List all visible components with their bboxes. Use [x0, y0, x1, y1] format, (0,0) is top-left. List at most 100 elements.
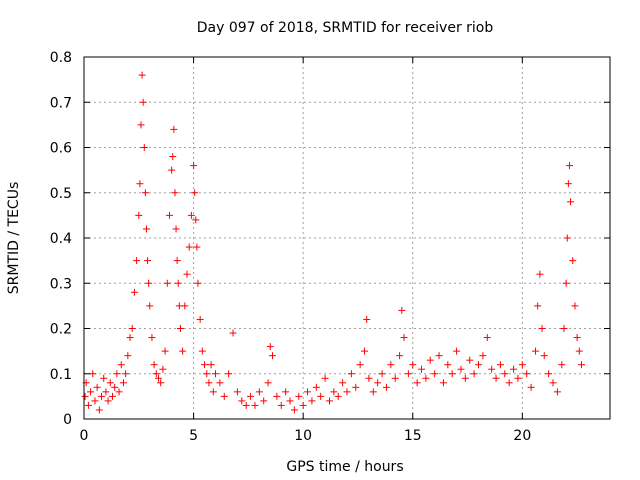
data-point [369, 388, 377, 396]
data-point [396, 352, 404, 360]
data-point [466, 356, 474, 364]
data-point [578, 361, 586, 369]
data-point [139, 98, 147, 106]
data-point [100, 374, 108, 382]
data-point [448, 370, 456, 378]
data-point [168, 166, 176, 174]
data-point [277, 401, 285, 409]
x-tick-label: 5 [189, 428, 198, 444]
data-point [133, 257, 141, 265]
data-point [106, 379, 114, 387]
data-point [439, 379, 447, 387]
data-point [347, 370, 355, 378]
data-point [161, 347, 169, 355]
data-point [501, 370, 509, 378]
data-point [148, 334, 156, 342]
data-point [89, 370, 97, 378]
data-point [111, 383, 119, 391]
data-point [216, 379, 224, 387]
data-point [334, 392, 342, 400]
data-point [183, 270, 191, 278]
y-tick-label: 0.5 [50, 186, 72, 202]
data-point [194, 279, 202, 287]
data-point [152, 370, 160, 378]
data-point [193, 243, 201, 251]
data-point [569, 257, 577, 265]
data-point [141, 189, 149, 197]
data-point [138, 71, 146, 79]
data-point [453, 347, 461, 355]
data-point [398, 306, 406, 314]
chart-title: Day 097 of 2018, SRMTID for receiver rio… [197, 20, 494, 36]
data-point [144, 257, 152, 265]
data-point [286, 397, 294, 405]
data-point [290, 406, 298, 414]
data-point [95, 406, 103, 414]
data-point [531, 347, 539, 355]
data-point [273, 392, 281, 400]
data-point [400, 334, 408, 342]
data-point [150, 361, 158, 369]
data-point [174, 279, 182, 287]
data-point [461, 374, 469, 382]
data-point [233, 388, 241, 396]
data-point [122, 370, 130, 378]
data-point [165, 211, 173, 219]
y-tick-label: 0 [63, 412, 72, 428]
data-point [575, 347, 583, 355]
data-point [426, 356, 434, 364]
data-point [209, 388, 217, 396]
x-tick-label: 20 [513, 428, 531, 444]
data-point [255, 388, 263, 396]
data-point [282, 388, 290, 396]
data-point [179, 347, 187, 355]
data-point [205, 379, 213, 387]
data-point [404, 370, 412, 378]
data-point [128, 325, 136, 332]
data-point [413, 379, 421, 387]
data-point [91, 397, 99, 405]
data-point [135, 211, 143, 219]
y-tick-label: 0.4 [50, 231, 72, 247]
data-point [155, 374, 163, 382]
data-point [352, 383, 360, 391]
x-tick-label: 0 [80, 428, 89, 444]
data-point [444, 361, 452, 369]
data-point [84, 401, 92, 409]
data-point [171, 189, 179, 197]
data-point [187, 211, 195, 219]
data-point [247, 392, 255, 400]
data-point [113, 370, 121, 378]
data-point [479, 352, 487, 360]
y-tick-label: 0.8 [50, 50, 72, 66]
data-point [212, 370, 219, 378]
data-point [470, 370, 478, 378]
data-point [242, 401, 250, 409]
data-point [492, 374, 500, 382]
data-point [339, 379, 347, 387]
data-point [391, 374, 399, 382]
data-point [558, 361, 566, 369]
data-point [117, 361, 125, 369]
x-tick-label: 15 [404, 428, 422, 444]
data-point [422, 374, 430, 382]
data-point [176, 325, 184, 332]
data-point [374, 379, 382, 387]
data-point [169, 153, 177, 161]
data-point [136, 180, 144, 188]
data-point [225, 370, 233, 378]
data-point [553, 388, 561, 396]
data-point [549, 379, 557, 387]
y-tick-label: 0.3 [50, 276, 72, 292]
axis-ticks: 0 5 10 15 20 0 0.1 0.2 0.3 0.4 0.5 0.6 0.7 0.8 [50, 50, 610, 444]
data-point [130, 288, 138, 296]
data-point [190, 162, 198, 170]
data-point [196, 315, 204, 323]
data-point [137, 121, 145, 129]
data-point [108, 392, 116, 400]
data-point [304, 388, 312, 396]
data-point [317, 392, 325, 400]
data-point [192, 216, 200, 224]
data-point [431, 370, 439, 378]
